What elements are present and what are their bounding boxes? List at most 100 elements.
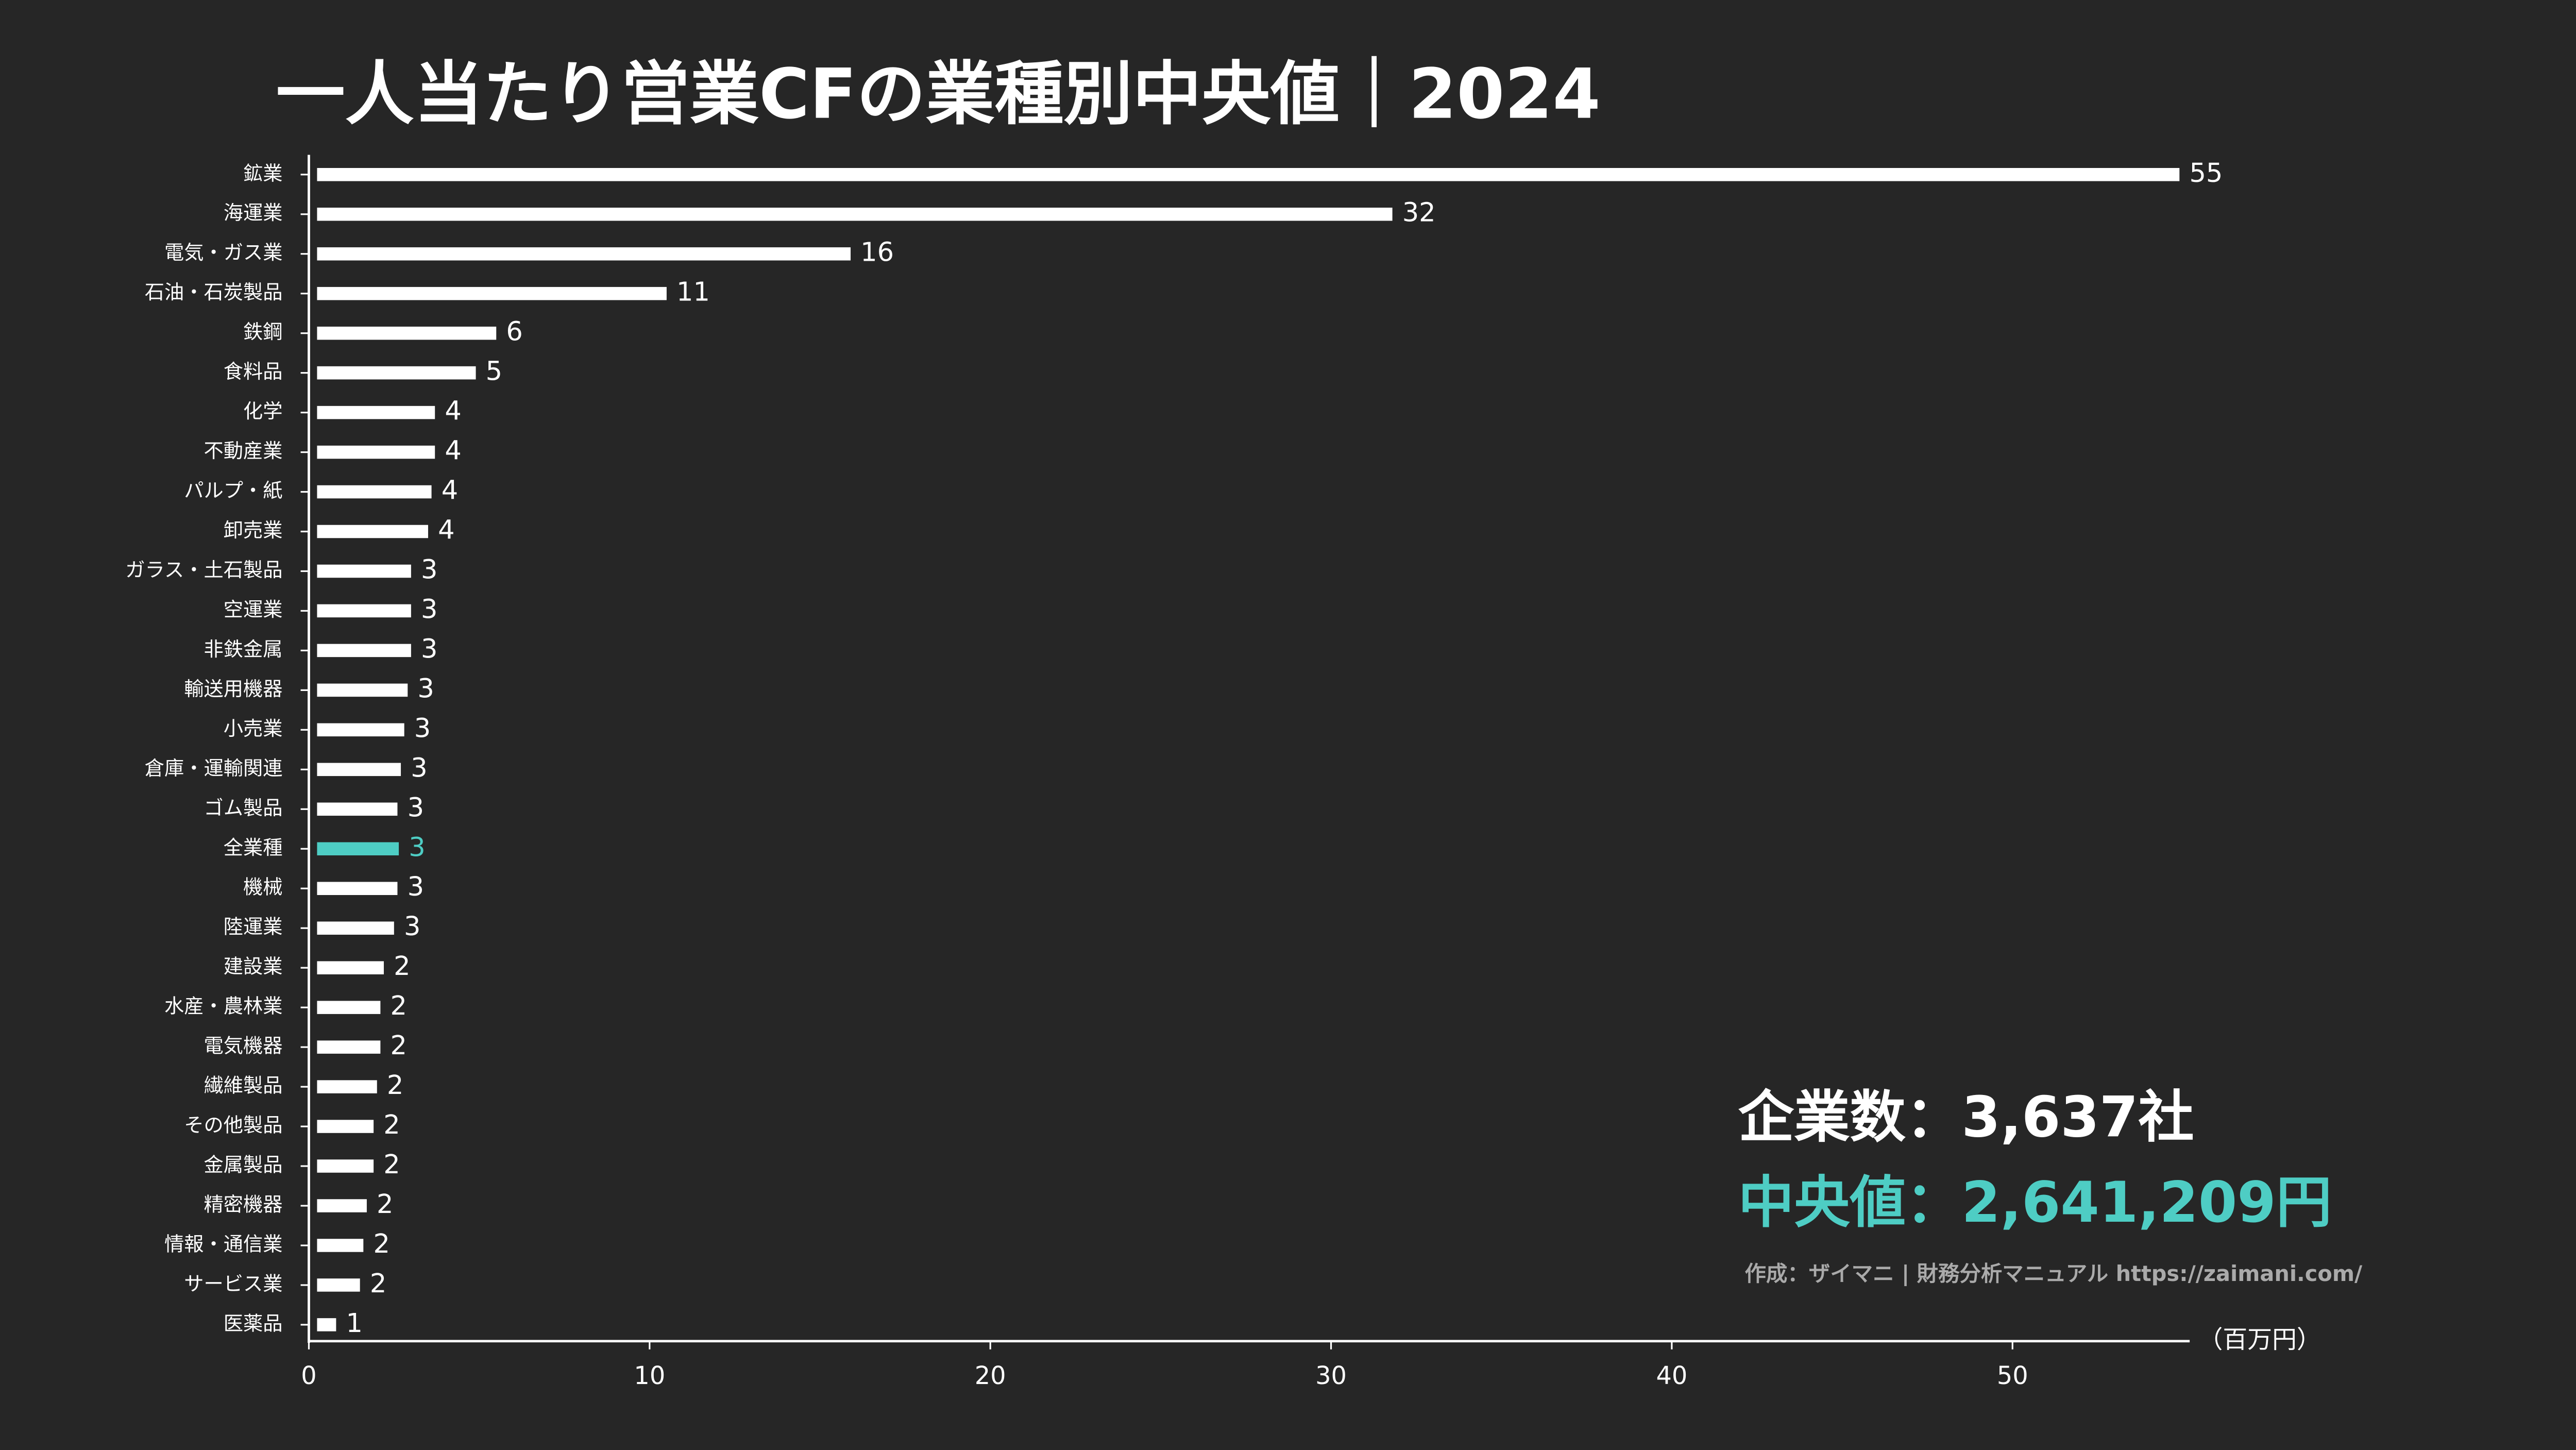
x-tick-label: 10: [634, 1362, 665, 1390]
value-label: 2: [373, 1229, 389, 1259]
value-label: 2: [394, 951, 410, 982]
y-tick-label: 空運業: [224, 598, 283, 621]
value-label: 3: [404, 912, 420, 942]
value-label: 2: [383, 1110, 400, 1140]
y-tick-label: その他製品: [184, 1114, 282, 1137]
value-label: 2: [387, 1070, 403, 1101]
bar: [317, 326, 497, 340]
value-label: 2: [370, 1269, 386, 1299]
value-label: 3: [414, 713, 431, 744]
bar: [317, 723, 404, 737]
value-label: 3: [408, 872, 424, 902]
y-tick-label: サービス業: [184, 1272, 282, 1295]
y-tick-label: パルプ・紙: [184, 479, 282, 502]
value-label: 32: [1402, 198, 1436, 228]
bar: [317, 604, 411, 618]
y-tick-label: 輸送用機器: [184, 678, 282, 701]
bar: [317, 683, 408, 697]
y-tick-label: 非鉄金属: [204, 638, 282, 661]
median-value: 中央値：2,641,209円: [1738, 1170, 2332, 1235]
value-label: 16: [860, 238, 894, 268]
value-label: 4: [442, 476, 458, 506]
value-label: 55: [2189, 158, 2223, 189]
y-tick-label: 医薬品: [224, 1312, 283, 1335]
y-tick-label: 金属製品: [204, 1154, 282, 1177]
x-tick-label: 30: [1315, 1362, 1347, 1390]
value-label: 4: [445, 436, 461, 466]
company-count: 企業数：3,637社: [1738, 1084, 2194, 1150]
bar: [317, 445, 435, 459]
bar: [317, 1199, 367, 1212]
y-tick-label: 機械: [243, 876, 283, 899]
y-tick-label: 電気・ガス業: [164, 241, 282, 264]
value-label: 3: [421, 554, 437, 585]
value-label: 2: [391, 991, 407, 1021]
y-tick-label: ゴム製品: [204, 797, 282, 820]
y-tick-label: 建設業: [224, 955, 283, 979]
bar: [317, 882, 398, 895]
x-tick-label: 50: [1997, 1362, 2028, 1390]
value-label: 4: [445, 396, 461, 427]
value-label: 3: [421, 594, 437, 625]
value-label: 11: [676, 277, 710, 308]
bar: [317, 485, 432, 499]
bar: [317, 366, 476, 380]
bar: [317, 1080, 377, 1093]
value-label: 2: [383, 1150, 400, 1180]
y-tick-label: 全業種: [224, 836, 283, 859]
y-tick-label: 情報・通信業: [164, 1233, 282, 1256]
value-label: 5: [486, 357, 502, 387]
x-unit: （百万円）: [2198, 1326, 2321, 1354]
bar: [317, 1278, 360, 1292]
bar: [317, 525, 428, 538]
value-label: 3: [417, 673, 434, 704]
bar: [317, 564, 411, 578]
y-tick-label: 水産・農林業: [164, 995, 282, 1018]
y-tick-label: 小売業: [224, 717, 283, 740]
source-credit: 作成：ザイマニ | 財務分析マニュアル https://zaimani.com/: [1744, 1261, 2363, 1287]
value-label: 3: [408, 793, 424, 823]
y-tick-label: 鉄鋼: [243, 321, 283, 344]
value-label: 2: [377, 1189, 393, 1220]
y-tick-label: 電気機器: [204, 1035, 282, 1058]
y-tick-label: 不動産業: [204, 440, 282, 463]
bar: [317, 644, 411, 657]
bar: [317, 763, 401, 777]
value-label: 4: [438, 515, 454, 545]
y-tick-label: 精密機器: [204, 1193, 282, 1216]
y-tick-label: ガラス・土石製品: [125, 559, 282, 582]
bar: [317, 961, 384, 974]
value-label: 1: [346, 1308, 363, 1339]
value-label: 3: [411, 753, 427, 783]
y-tick-label: 倉庫・運輸関連: [145, 757, 283, 780]
y-tick-label: 化学: [243, 400, 283, 423]
value-label: 3: [421, 634, 437, 664]
bar: [317, 286, 667, 300]
value-label: 3: [409, 832, 425, 863]
y-tick-label: 陸運業: [224, 916, 283, 939]
chart-title: 一人当たり営業CFの業種別中央値｜2024: [276, 54, 1601, 134]
bar: [317, 921, 394, 935]
bar: [317, 207, 1393, 221]
x-tick-label: 0: [301, 1362, 316, 1390]
y-tick-label: 海運業: [224, 201, 283, 225]
value-label: 6: [506, 317, 522, 347]
bar: [317, 1001, 381, 1014]
y-tick-label: 卸売業: [224, 519, 283, 542]
bar: [317, 1239, 364, 1252]
value-label: 2: [391, 1031, 407, 1061]
bar: [317, 406, 435, 419]
y-tick-label: 繊維製品: [204, 1074, 282, 1098]
x-tick-label: 20: [975, 1362, 1006, 1390]
y-tick-label: 食料品: [224, 360, 283, 383]
bar: [317, 247, 851, 261]
x-tick-label: 40: [1656, 1362, 1687, 1390]
y-tick-label: 石油・石炭製品: [145, 281, 283, 304]
bar: [317, 802, 398, 816]
bar: [317, 1318, 336, 1331]
bar: [317, 1040, 381, 1054]
bar: [317, 1159, 374, 1173]
